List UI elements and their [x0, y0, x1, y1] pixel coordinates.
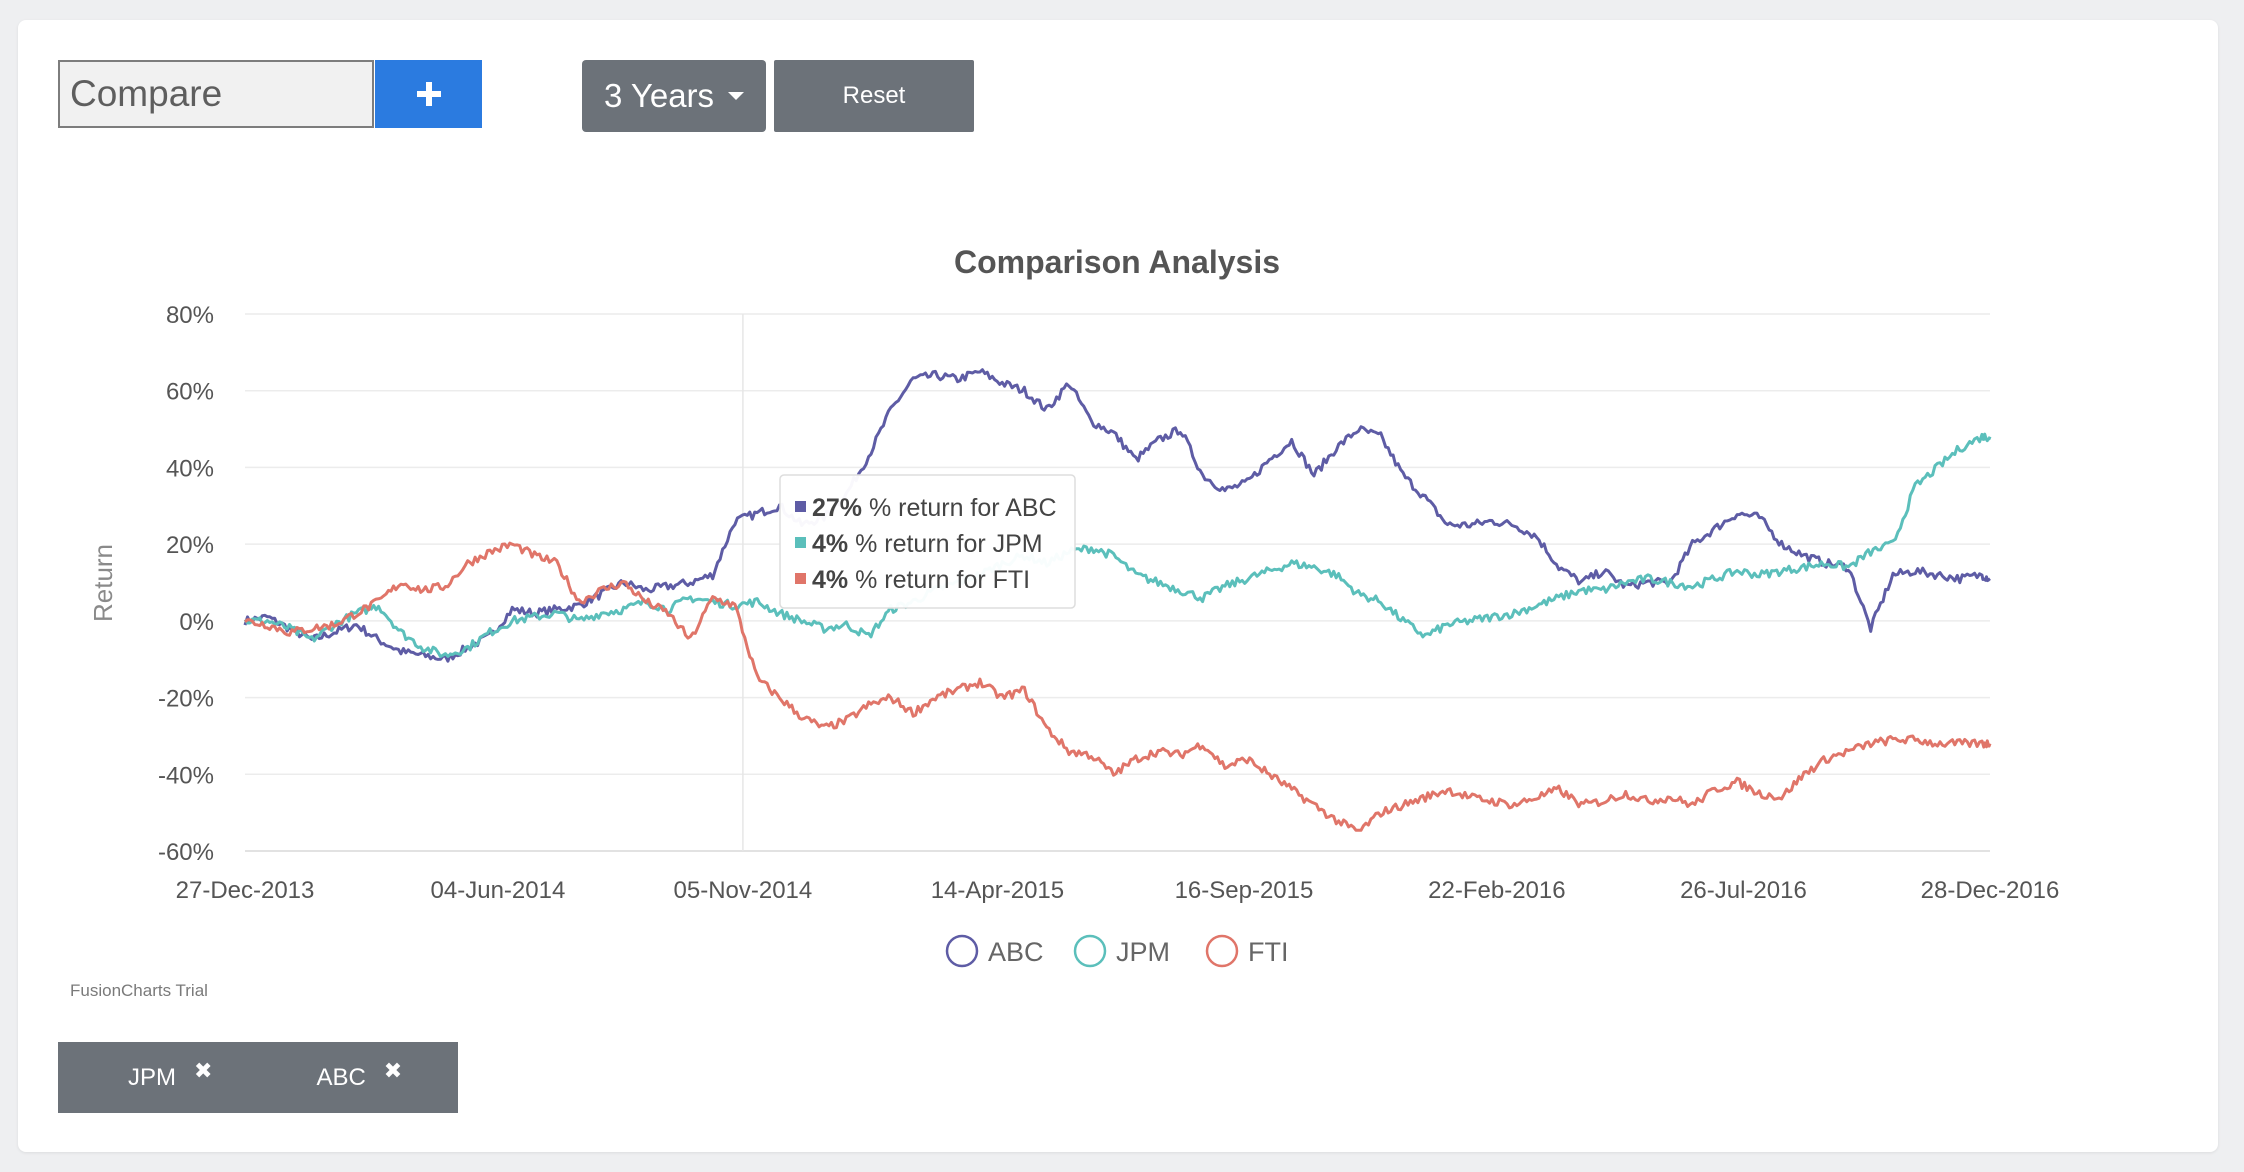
tag-label: JPM [128, 1063, 176, 1091]
legend-label-fti: FTI [1248, 937, 1289, 967]
tooltip-swatch [795, 537, 806, 548]
y-tick-label: 20% [166, 532, 214, 559]
reset-button[interactable]: Reset [774, 60, 974, 132]
selected-tags: JPM ✖ ABC ✖ [58, 1042, 458, 1113]
compare-input[interactable] [58, 60, 374, 128]
tag-label: ABC [316, 1063, 366, 1091]
y-tick-label: 60% [166, 379, 214, 406]
y-tick-label: 0% [179, 609, 214, 636]
y-axis-ticks: 80% 60% 40% 20% 0% -20% -40% -60% [158, 302, 214, 866]
chart-series [243, 368, 1992, 832]
tooltip-row: 27% % return for ABC [812, 494, 1057, 522]
close-icon[interactable]: ✖ [383, 1057, 403, 1083]
tag-abc: ABC ✖ [316, 1058, 402, 1092]
legend-label-jpm: JPM [1116, 937, 1170, 967]
tooltip-swatch [795, 501, 806, 512]
x-tick-label: 05-Nov-2014 [674, 877, 813, 904]
x-tick-label: 28-Dec-2016 [1921, 877, 2060, 904]
x-tick-label: 04-Jun-2014 [431, 877, 566, 904]
comparison-chart[interactable]: Comparison Analysis Return 80% 60% 40% 20% 0… [0, 0, 2244, 1000]
y-tick-label: 80% [166, 302, 214, 329]
chart-legend[interactable]: ABC JPM FTI [945, 934, 1289, 968]
tag-jpm: JPM ✖ [128, 1058, 212, 1092]
tooltip-box [779, 474, 1076, 609]
y-axis-label: Return [88, 544, 118, 622]
chart-tooltip: 27% % return for ABC 4% % return for JPM 4… [779, 474, 1076, 609]
tooltip-row: 4% % return for JPM [812, 530, 1043, 558]
chevron-down-icon [728, 92, 745, 100]
series-line-abc [243, 368, 1991, 663]
x-tick-label: 16-Sep-2015 [1175, 877, 1314, 904]
x-tick-label: 22-Feb-2016 [1428, 877, 1565, 904]
x-axis-ticks: 27-Dec-2013 04-Jun-2014 05-Nov-2014 14-Apr-… [176, 877, 2060, 904]
y-tick-label: -60% [158, 839, 214, 866]
legend-label-abc: ABC [988, 937, 1044, 967]
period-label: 3 Years [603, 77, 715, 114]
x-tick-label: 27-Dec-2013 [176, 877, 315, 904]
plus-icon [416, 82, 441, 106]
close-icon[interactable]: ✖ [194, 1057, 213, 1083]
x-tick-label: 26-Jul-2016 [1680, 877, 1807, 904]
chart-title: Comparison Analysis [954, 244, 1280, 280]
add-compare-button[interactable] [375, 60, 482, 128]
legend-marker-fti [1205, 934, 1239, 968]
series-line-jpm [243, 432, 1992, 659]
tooltip-row: 4% % return for FTI [812, 566, 1030, 594]
y-tick-label: 40% [166, 455, 214, 482]
period-dropdown[interactable]: 3 Years [582, 60, 766, 132]
y-tick-label: -40% [158, 762, 214, 789]
tooltip-swatch [795, 573, 806, 584]
chart-gridlines [245, 313, 1990, 852]
comparison-card [18, 20, 2218, 1152]
legend-marker-jpm [1073, 934, 1107, 968]
legend-marker-abc [945, 934, 979, 968]
watermark: FusionCharts Trial [70, 981, 208, 1000]
series-line-fti [244, 541, 1992, 832]
y-tick-label: -20% [158, 686, 214, 713]
x-tick-label: 14-Apr-2015 [931, 877, 1064, 904]
